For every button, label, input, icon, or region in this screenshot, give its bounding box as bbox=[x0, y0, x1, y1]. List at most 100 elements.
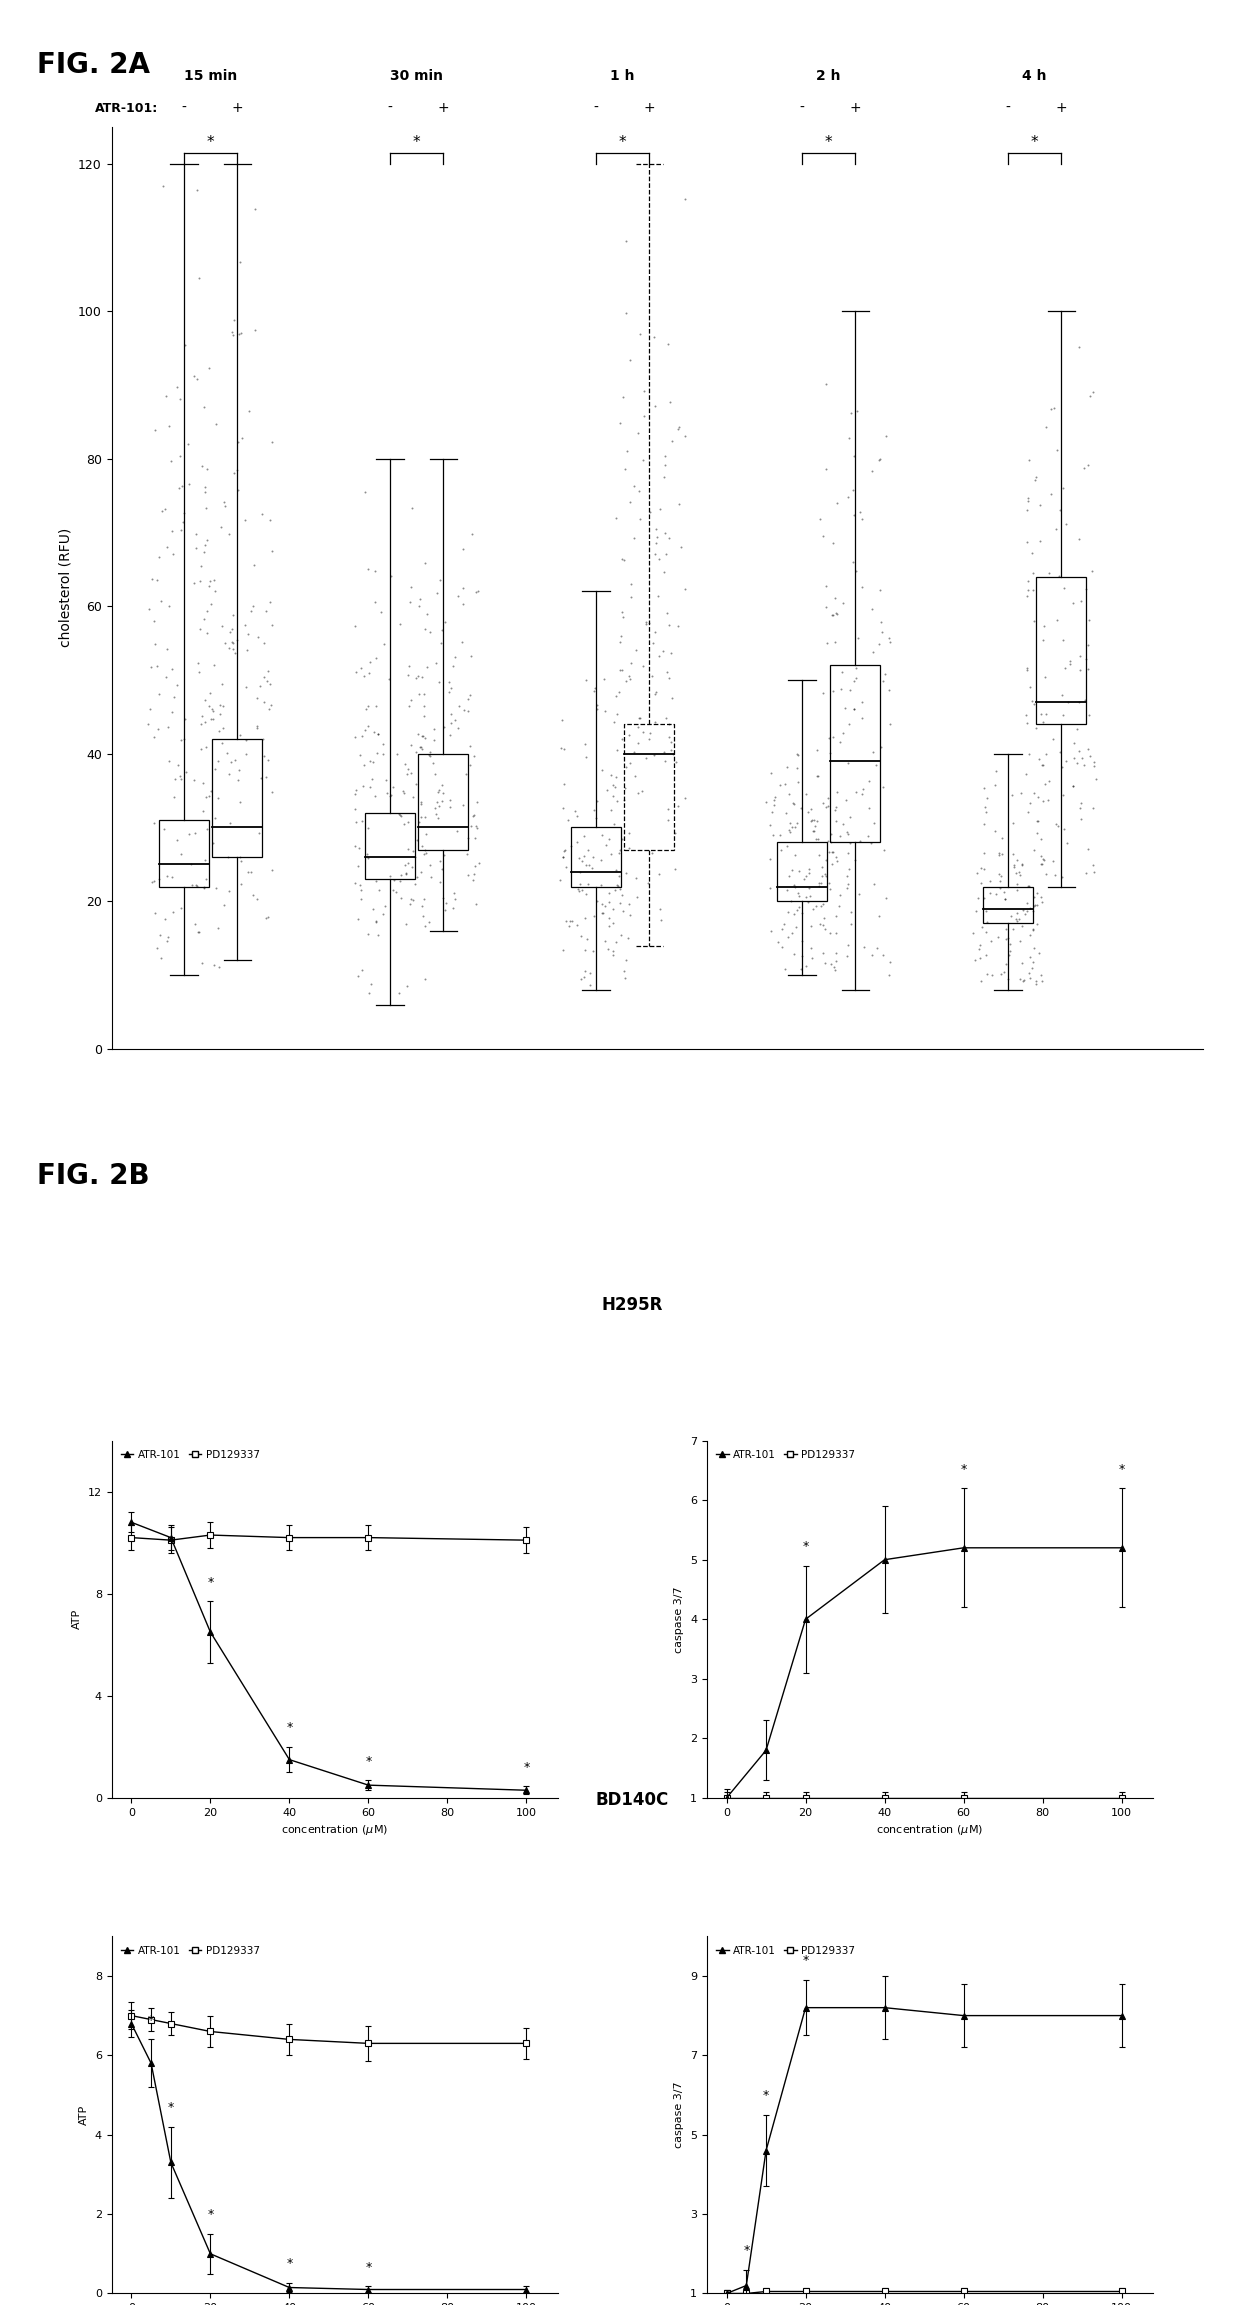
Point bbox=[790, 853, 810, 890]
Point bbox=[577, 920, 596, 957]
Point bbox=[812, 848, 832, 885]
Point bbox=[1049, 558, 1069, 595]
Point bbox=[213, 687, 233, 724]
Point bbox=[1009, 853, 1029, 890]
Point bbox=[464, 795, 484, 832]
Text: *: * bbox=[366, 2261, 372, 2273]
Point bbox=[830, 818, 849, 855]
Point bbox=[1048, 807, 1068, 844]
Point bbox=[373, 726, 393, 763]
Point bbox=[606, 678, 626, 715]
Point bbox=[613, 721, 632, 758]
Point bbox=[1023, 913, 1043, 950]
Point bbox=[205, 562, 224, 599]
Point bbox=[789, 890, 808, 927]
Point bbox=[465, 848, 485, 885]
Point bbox=[816, 788, 836, 825]
Point bbox=[800, 869, 820, 906]
Point bbox=[1022, 535, 1042, 572]
Point bbox=[146, 562, 166, 599]
Point bbox=[1084, 846, 1104, 883]
Point bbox=[626, 878, 646, 915]
Text: -: - bbox=[800, 101, 805, 115]
Point bbox=[1028, 779, 1048, 816]
Point bbox=[869, 625, 889, 662]
Point bbox=[219, 629, 239, 666]
Bar bbox=[418, 754, 469, 851]
Point bbox=[1080, 738, 1100, 774]
Point bbox=[414, 698, 434, 735]
Point bbox=[1033, 747, 1053, 784]
Point bbox=[808, 758, 828, 795]
Point bbox=[229, 316, 249, 353]
Point bbox=[215, 887, 234, 924]
Point bbox=[1076, 855, 1096, 892]
Point bbox=[397, 855, 417, 892]
Point bbox=[867, 929, 887, 966]
Point bbox=[569, 871, 589, 908]
Point bbox=[797, 793, 817, 830]
Point bbox=[846, 659, 866, 696]
Point bbox=[259, 692, 279, 728]
Point bbox=[880, 705, 900, 742]
Point bbox=[972, 908, 992, 945]
Point bbox=[461, 807, 481, 844]
Point bbox=[1012, 945, 1032, 982]
Point bbox=[812, 906, 832, 943]
Point bbox=[764, 781, 784, 818]
Point bbox=[201, 562, 221, 599]
Point bbox=[187, 360, 207, 396]
Point bbox=[999, 924, 1019, 961]
Point bbox=[879, 671, 899, 708]
Point bbox=[869, 572, 889, 609]
Point bbox=[425, 791, 445, 827]
Point bbox=[613, 539, 632, 576]
Point bbox=[413, 717, 433, 754]
Point bbox=[998, 961, 1018, 998]
Point bbox=[184, 357, 203, 394]
Point bbox=[808, 821, 828, 857]
Point bbox=[839, 851, 859, 887]
Point bbox=[775, 952, 795, 989]
Point bbox=[873, 768, 893, 804]
Point bbox=[1029, 486, 1049, 523]
Point bbox=[575, 931, 595, 968]
Point bbox=[253, 721, 273, 758]
Point bbox=[427, 574, 446, 611]
Point bbox=[454, 530, 474, 567]
Point bbox=[427, 795, 446, 832]
Point bbox=[560, 827, 580, 864]
Point bbox=[236, 721, 255, 758]
Text: 2 h: 2 h bbox=[816, 69, 841, 83]
Point bbox=[231, 864, 250, 901]
Point bbox=[842, 894, 862, 931]
Point bbox=[443, 648, 463, 685]
Text: FIG. 2A: FIG. 2A bbox=[37, 51, 150, 78]
Point bbox=[415, 544, 435, 581]
Point bbox=[448, 811, 467, 848]
Point bbox=[614, 952, 634, 989]
Point bbox=[1069, 521, 1089, 558]
Point bbox=[187, 171, 207, 207]
Point bbox=[195, 468, 215, 505]
Point bbox=[599, 931, 619, 968]
Point bbox=[656, 698, 676, 735]
Point bbox=[640, 493, 660, 530]
Point bbox=[1017, 491, 1037, 528]
Point bbox=[975, 834, 994, 871]
Point bbox=[1032, 837, 1052, 874]
Point bbox=[577, 662, 596, 698]
Point bbox=[1024, 887, 1044, 924]
Point bbox=[368, 715, 388, 751]
Point bbox=[1060, 643, 1080, 680]
Point bbox=[818, 779, 838, 816]
Point bbox=[1075, 682, 1095, 719]
Point bbox=[1084, 853, 1104, 890]
Point bbox=[785, 837, 805, 874]
Point bbox=[1071, 800, 1091, 837]
Point bbox=[642, 834, 662, 871]
Point bbox=[224, 454, 244, 491]
Point bbox=[818, 719, 838, 756]
Point bbox=[790, 878, 810, 915]
Point bbox=[169, 470, 188, 507]
